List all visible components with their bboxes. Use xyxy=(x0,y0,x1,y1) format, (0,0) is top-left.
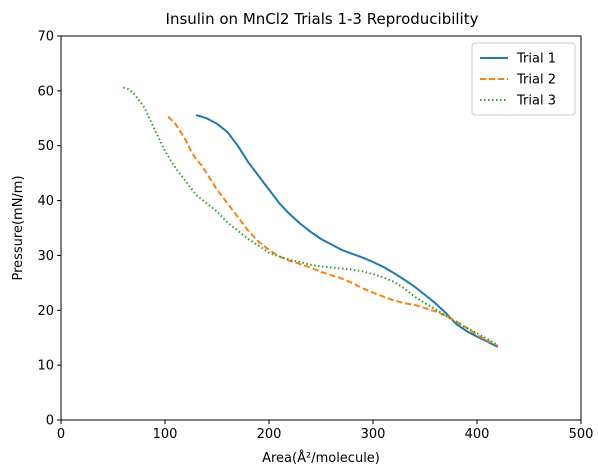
plot-area-frame xyxy=(60,35,582,421)
series-line-trial-3 xyxy=(123,86,499,347)
legend-label-trial-1: Trial 1 xyxy=(516,52,556,67)
y-axis: 0 10 20 30 40 50 60 70 xyxy=(37,30,61,429)
series-line-trial-1 xyxy=(195,114,499,348)
x-axis: 0 100 200 300 400 500 xyxy=(57,420,594,442)
legend-frame xyxy=(471,42,576,116)
x-axis-label: Area(Å²/molecule) xyxy=(262,450,380,466)
legend-label-trial-3: Trial 3 xyxy=(516,94,556,109)
y-tick-label: 50 xyxy=(37,139,54,154)
x-tick-label: 200 xyxy=(257,427,282,442)
x-tick-label: 0 xyxy=(57,427,65,442)
y-axis-label: Pressure(mN/m) xyxy=(11,175,26,280)
y-tick-label: 60 xyxy=(37,84,54,99)
chart-title: Insulin on MnCl2 Trials 1-3 Reproducibil… xyxy=(166,10,479,28)
series-layer xyxy=(123,86,499,348)
legend-label-trial-2: Trial 2 xyxy=(516,73,556,88)
x-tick-label: 500 xyxy=(569,427,594,442)
series-line-trial-2 xyxy=(167,115,499,347)
y-tick-label: 20 xyxy=(37,304,54,319)
y-tick-label: 40 xyxy=(37,194,54,209)
y-tick-label: 10 xyxy=(37,359,54,374)
x-tick-label: 100 xyxy=(153,427,178,442)
legend: Trial 1 Trial 2 Trial 3 xyxy=(471,42,576,116)
x-tick-label: 400 xyxy=(465,427,490,442)
x-tick-label: 300 xyxy=(361,427,386,442)
y-tick-label: 30 xyxy=(37,249,54,264)
y-tick-label: 0 xyxy=(46,414,54,429)
y-tick-label: 70 xyxy=(37,30,54,45)
